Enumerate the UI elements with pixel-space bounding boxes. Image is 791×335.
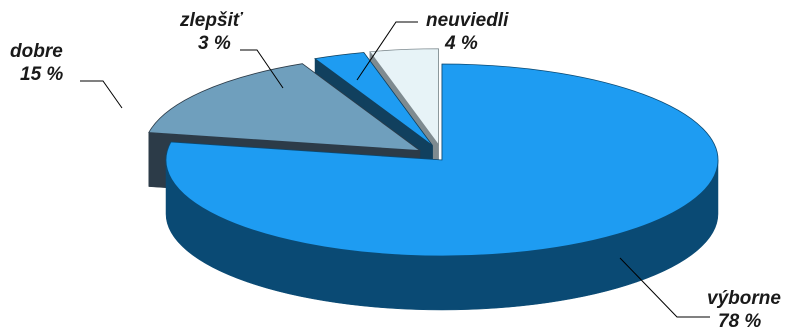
label-dobre-category: dobre xyxy=(10,41,63,62)
leader-line-dobre xyxy=(80,80,123,109)
label-vyborne-value: 78 % xyxy=(718,311,761,332)
pie-slices-top xyxy=(148,48,719,257)
label-neuviedli-category: neuviedli xyxy=(426,10,509,31)
label-vyborne-category: výborne xyxy=(707,288,781,309)
slice-zlepsit xyxy=(314,52,433,146)
label-neuviedli-value: 4 % xyxy=(444,33,478,54)
leader-line-neuviedli xyxy=(356,21,418,81)
slice-vyborne xyxy=(165,63,719,257)
label-dobre-value: 15 % xyxy=(20,64,63,85)
slice-dobre xyxy=(148,63,422,152)
leader-line-zlepsit xyxy=(240,49,284,89)
slice-neuviedli xyxy=(369,48,439,146)
leader-line-vyborne xyxy=(619,257,710,318)
label-zlepsit-value: 3 % xyxy=(198,33,231,54)
label-zlepsit-category: zlepšiť xyxy=(179,10,244,31)
